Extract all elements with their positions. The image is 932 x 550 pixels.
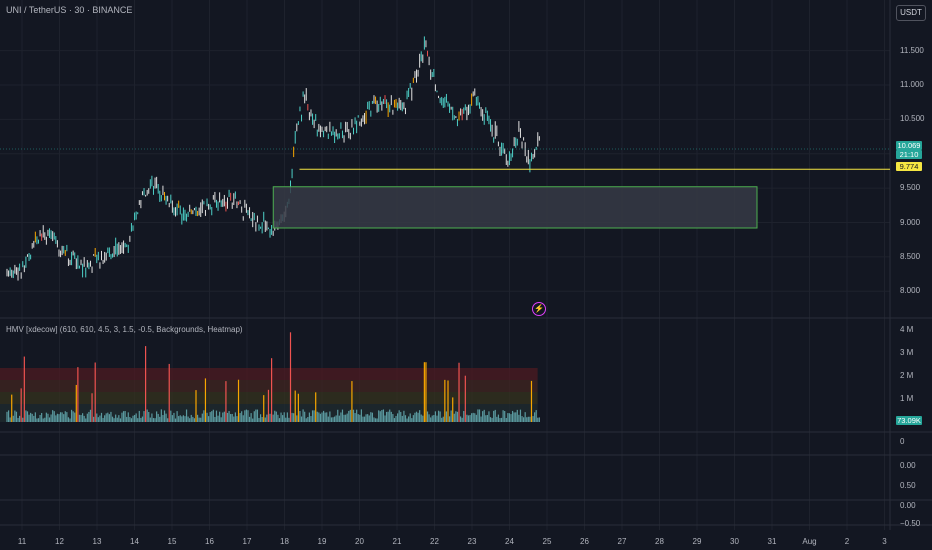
- time-axis-label: 23: [467, 537, 477, 546]
- price-axis-label: 9.500: [900, 183, 921, 193]
- time-axis-label: 12: [55, 537, 64, 546]
- time-axis-label: 2: [844, 537, 850, 546]
- time-axis-label: 29: [692, 537, 702, 546]
- volume-tag: 73.09K: [896, 416, 922, 425]
- volume-axis-label: 4 M: [900, 325, 914, 334]
- time-axis-label: 11: [17, 537, 27, 546]
- time-axis-label: 24: [505, 537, 514, 546]
- indicator-title: HMV [xdecow] (610, 610, 4.5, 3, 1.5, -0.…: [6, 325, 243, 334]
- price-axis-label: 11.000: [900, 80, 924, 89]
- time-axis-label: 27: [617, 537, 627, 546]
- chart-title: UNI / TetherUS · 30 · BINANCE: [6, 5, 133, 15]
- time-axis-label: 15: [167, 537, 177, 546]
- last-price-tag: 10.069: [896, 141, 922, 150]
- price-candles: [0, 36, 890, 281]
- time-axis-label: 22: [430, 537, 439, 546]
- currency-button[interactable]: USDT: [896, 5, 926, 21]
- volume-bars: [0, 332, 540, 422]
- grid-lines: [0, 0, 932, 530]
- volume-axis-label: 3 M: [900, 348, 914, 357]
- time-axis-label: 25: [542, 537, 552, 546]
- price-axis-label: 8.000: [900, 286, 921, 296]
- lightning-icon[interactable]: ⚡: [532, 302, 546, 316]
- volume-axis-label: 1 M: [900, 394, 914, 403]
- time-axis-label: 14: [130, 537, 139, 546]
- price-axis-label: 11.500: [900, 45, 924, 55]
- oscillator-axis-label: −0.50: [900, 519, 921, 528]
- volume-axis-label: 2 M: [900, 371, 914, 380]
- price-axis-label: 8.500: [900, 251, 921, 261]
- level-tag: 9.774: [896, 162, 922, 171]
- heatmap-band: [0, 380, 538, 392]
- time-axis-label: 21: [392, 537, 402, 546]
- oscillator-axis-label: 0.50: [900, 481, 916, 490]
- time-axis-label: 16: [205, 537, 214, 546]
- time-axis-label: 19: [317, 537, 327, 546]
- demand-zone: [272, 186, 758, 229]
- price-axis-label: 10.500: [900, 114, 925, 124]
- heatmap-band: [0, 368, 538, 380]
- time-axis-label: 3: [882, 537, 887, 546]
- countdown-tag: 21:10: [896, 150, 922, 159]
- time-axis-label: 28: [655, 537, 664, 546]
- price-axis-label: 9.000: [900, 217, 921, 227]
- time-axis-label: 13: [92, 537, 102, 546]
- time-axis-label: 20: [355, 537, 364, 546]
- time-axis-label: 26: [580, 537, 589, 546]
- time-axis-label: Aug: [802, 537, 817, 546]
- oscillator-axis-label: 0.00: [900, 501, 916, 510]
- time-axis-label: 30: [730, 537, 739, 546]
- oscillator-axis-label: 0: [900, 437, 905, 446]
- time-axis-label: 31: [767, 537, 777, 546]
- time-axis-label: 18: [280, 537, 289, 546]
- time-axis-label: 17: [242, 537, 252, 546]
- oscillator-axis-label: 0.00: [900, 461, 916, 470]
